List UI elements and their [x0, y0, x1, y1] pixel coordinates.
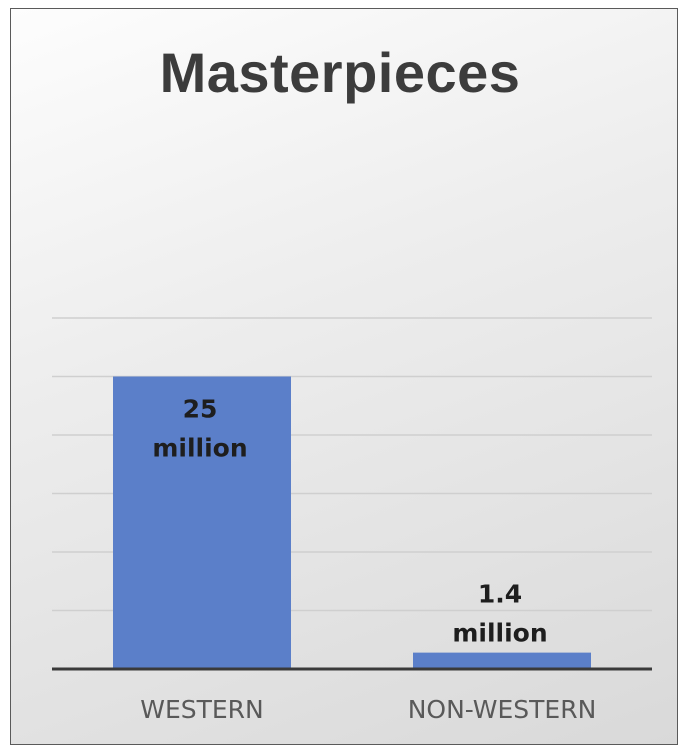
x-tick-labels: WESTERN NON-WESTERN — [140, 695, 596, 724]
data-label: 1.4 — [478, 580, 522, 609]
data-labels: 25 million 1.4 million — [152, 395, 547, 648]
x-tick-label: NON-WESTERN — [408, 695, 597, 724]
x-tick-label: WESTERN — [140, 695, 264, 724]
data-label: million — [452, 619, 547, 648]
data-label: 25 — [183, 395, 218, 424]
bar-non-western — [413, 652, 591, 669]
bars — [113, 376, 591, 669]
bar-western — [113, 376, 291, 669]
chart-title: Masterpieces — [159, 41, 521, 104]
data-label: million — [152, 434, 247, 463]
